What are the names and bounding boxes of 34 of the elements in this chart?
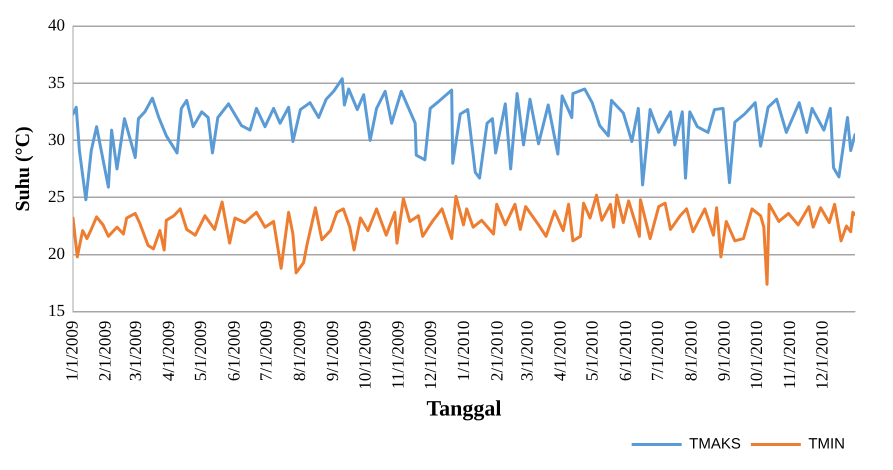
x-tick-label: 5/1/2010 <box>582 320 602 382</box>
x-tick-label: 11/1/2009 <box>388 320 408 389</box>
x-tick-label: 3/1/2009 <box>126 320 145 382</box>
x-tick-label: 6/1/2010 <box>616 320 635 382</box>
y-tick-label: 15 <box>48 301 65 320</box>
legend-label: TMIN <box>808 436 846 453</box>
x-tick-label: 4/1/2010 <box>550 320 570 382</box>
legend-label: TMAKS <box>689 436 741 453</box>
x-tick-label: 10/1/2010 <box>746 320 766 390</box>
x-tick-label: 11/1/2010 <box>780 320 800 389</box>
x-tick-label: 5/1/2009 <box>191 320 210 382</box>
x-tick-label: 4/1/2009 <box>159 320 178 382</box>
x-tick-label: 2/1/2010 <box>487 320 506 382</box>
y-tick-label: 40 <box>48 16 65 35</box>
y-tick-label: 35 <box>48 72 65 92</box>
x-tick-label: 8/1/2009 <box>290 320 309 382</box>
y-axis-title: Suhu (°C) <box>12 126 34 212</box>
x-tick-label: 1/1/2010 <box>454 320 474 382</box>
x-tick-label: 2/1/2009 <box>96 320 115 382</box>
y-tick-label: 25 <box>48 186 65 206</box>
x-tick-label: 12/1/2009 <box>420 320 440 390</box>
x-tick-label: 10/1/2009 <box>355 320 374 390</box>
x-axis-title: Tanggal <box>426 395 502 420</box>
x-tick-label: 12/1/2010 <box>812 320 832 390</box>
y-tick-label: 20 <box>48 244 65 264</box>
x-tick-label: 8/1/2010 <box>681 320 700 382</box>
x-tick-label: 7/1/2009 <box>256 320 276 382</box>
x-tick-label: 1/1/2009 <box>62 320 82 382</box>
x-tick-label: 9/1/2010 <box>714 320 734 382</box>
x-tick-label: 7/1/2010 <box>648 320 668 382</box>
y-tick-label: 30 <box>48 130 65 149</box>
x-tick-label: 6/1/2009 <box>224 320 244 382</box>
x-tick-label: 3/1/2010 <box>517 320 536 382</box>
x-tick-label: 9/1/2009 <box>323 320 342 382</box>
